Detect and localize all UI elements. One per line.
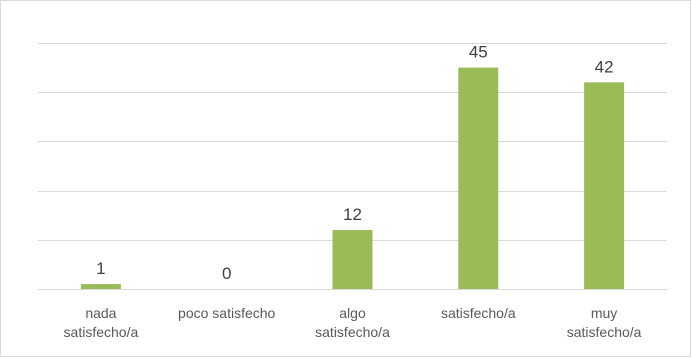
data-label: 42 [595, 57, 614, 76]
bar [80, 284, 121, 289]
x-tick-label: satisfecho/a [440, 305, 516, 321]
bar [332, 229, 373, 289]
bar [458, 67, 499, 289]
data-label: 0 [222, 264, 231, 283]
x-tick-label: nada satisfecho/a [63, 305, 139, 340]
x-tick-label: poco satisfecho [178, 305, 276, 321]
x-tick-label: algo satisfecho/a [315, 305, 390, 340]
data-label: 1 [96, 259, 105, 278]
bar [584, 82, 625, 289]
x-tick-label: muy satisfecho/a [566, 305, 642, 340]
data-label: 45 [469, 43, 488, 62]
data-label: 12 [343, 205, 362, 224]
